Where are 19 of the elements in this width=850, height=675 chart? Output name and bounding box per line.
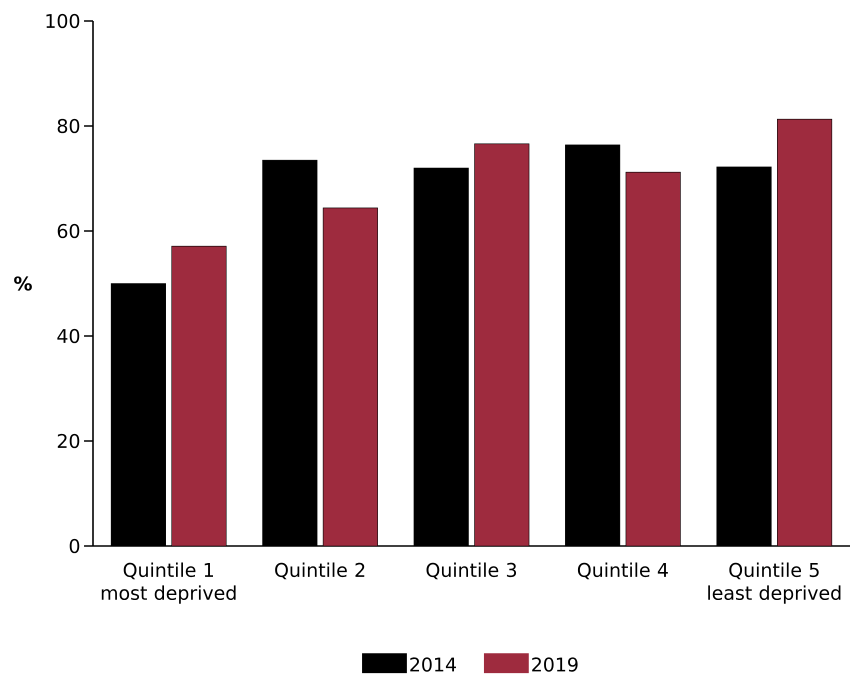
bar: [626, 172, 681, 546]
y-tick-label: 40: [57, 328, 80, 344]
y-tick-label: 80: [58, 118, 80, 134]
legend-label: 2019: [532, 657, 578, 672]
bar: [474, 144, 530, 546]
bar: [777, 118, 832, 546]
y-tick-label: 60: [58, 224, 80, 238]
y-tick-label: 20: [58, 434, 80, 448]
bar: [322, 208, 378, 546]
y-tick-label: 100: [46, 14, 80, 28]
x-tick-label: Quintile 4: [578, 562, 668, 580]
bar: [171, 246, 227, 546]
x-tick-label: Quintile 1 most deprived: [102, 562, 236, 604]
x-tick-label: Quintile 2: [275, 562, 364, 580]
y-axis-title: %: [14, 276, 32, 291]
x-tick-label: Quintile 3: [426, 562, 516, 580]
x-tick-label: Quintile 5 least deprived: [708, 562, 840, 604]
y-tick-label: 0: [70, 538, 80, 554]
legend-label: 2014: [410, 657, 456, 672]
